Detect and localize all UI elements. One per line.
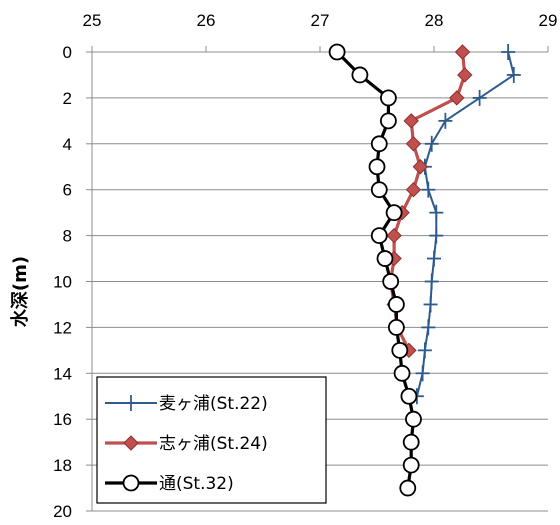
data-point bbox=[421, 319, 436, 336]
y-tick-label: 8 bbox=[63, 227, 72, 246]
data-point bbox=[501, 44, 516, 60]
data-point bbox=[399, 479, 417, 497]
data-point bbox=[393, 364, 411, 382]
data-point bbox=[379, 89, 397, 107]
data-point bbox=[370, 135, 388, 153]
legend-label: 志ヶ浦(St.24) bbox=[159, 434, 268, 454]
y-tick-label: 6 bbox=[63, 181, 72, 200]
data-point bbox=[400, 387, 418, 405]
series-1 bbox=[409, 44, 521, 405]
data-point bbox=[391, 341, 409, 359]
y-tick-label: 16 bbox=[53, 410, 72, 429]
data-point bbox=[429, 227, 444, 244]
x-tick-label: 25 bbox=[83, 11, 102, 30]
axes bbox=[86, 46, 549, 512]
legend-label: 通(St.32) bbox=[159, 474, 234, 494]
data-point bbox=[449, 90, 465, 106]
series-line bbox=[415, 51, 515, 397]
data-point bbox=[412, 159, 429, 175]
series-layer bbox=[328, 43, 521, 497]
data-point bbox=[405, 410, 422, 428]
data-point bbox=[402, 433, 420, 451]
y-tick-label: 14 bbox=[53, 364, 72, 383]
data-point bbox=[454, 44, 471, 60]
x-tick-label: 29 bbox=[539, 11, 558, 30]
data-point bbox=[427, 250, 441, 267]
data-point bbox=[429, 204, 444, 221]
tick-labels: 0 2 4 6 8 10 12 14 16 18 20 25 26 27 28 29 bbox=[53, 11, 557, 521]
data-point bbox=[423, 296, 438, 313]
y-tick-label: 2 bbox=[63, 89, 72, 108]
data-point bbox=[417, 342, 432, 359]
x-tick-label: 27 bbox=[311, 11, 330, 30]
y-tick-label: 4 bbox=[63, 135, 72, 154]
legend-label: 麦ヶ浦(St.22) bbox=[159, 394, 268, 414]
data-point bbox=[405, 181, 422, 198]
data-point bbox=[385, 204, 403, 222]
data-point bbox=[370, 227, 388, 245]
data-point bbox=[376, 250, 394, 267]
legend: 麦ヶ浦(St.22) 志ヶ浦(St.24) 通(St.32) bbox=[96, 376, 327, 504]
legend-marker bbox=[123, 435, 139, 451]
legend-item: 麦ヶ浦(St.22) bbox=[105, 394, 268, 414]
data-point bbox=[387, 318, 405, 336]
legend-item: 通(St.32) bbox=[105, 474, 234, 494]
data-point bbox=[438, 112, 453, 129]
y-tick-label: 12 bbox=[53, 318, 72, 337]
data-point bbox=[415, 365, 430, 382]
series-3 bbox=[328, 43, 422, 497]
legend-marker bbox=[124, 395, 138, 411]
y-tick-label: 10 bbox=[53, 273, 72, 292]
data-point bbox=[370, 181, 388, 199]
legend-item: 志ヶ浦(St.24) bbox=[105, 434, 268, 454]
data-point bbox=[424, 135, 439, 152]
data-point bbox=[424, 273, 439, 290]
y-tick-label: 0 bbox=[63, 43, 72, 62]
legend-marker bbox=[122, 474, 140, 492]
x-tick-label: 26 bbox=[197, 11, 216, 30]
data-point bbox=[457, 67, 473, 83]
data-point bbox=[386, 227, 402, 244]
data-point bbox=[506, 66, 521, 83]
y-axis-label: 水深(m) bbox=[9, 256, 31, 327]
data-point bbox=[421, 181, 436, 198]
data-point bbox=[405, 136, 422, 152]
data-point bbox=[368, 158, 386, 176]
y-tick-label: 18 bbox=[53, 456, 72, 475]
data-point bbox=[351, 66, 369, 84]
data-point bbox=[387, 296, 405, 313]
y-tick-label: 20 bbox=[53, 502, 72, 521]
data-point bbox=[382, 273, 400, 290]
data-point bbox=[379, 112, 397, 130]
data-point bbox=[402, 456, 420, 474]
x-tick-label: 28 bbox=[425, 11, 444, 30]
data-point bbox=[472, 89, 487, 106]
data-point bbox=[328, 43, 346, 61]
data-point bbox=[403, 113, 419, 129]
